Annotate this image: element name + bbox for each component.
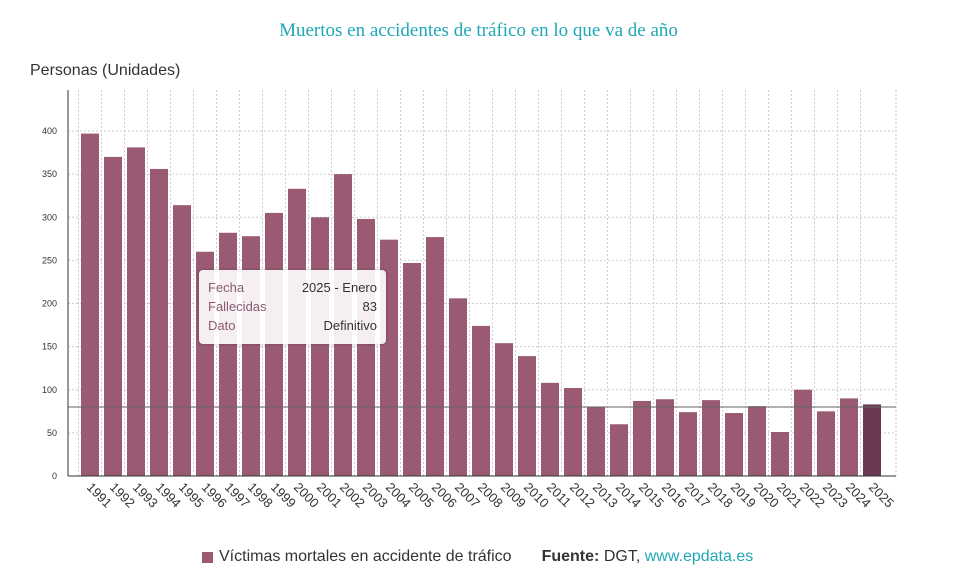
bar-1994	[150, 168, 168, 476]
bar-2001	[311, 217, 329, 476]
y-tick-label: 350	[42, 169, 57, 179]
x-tick-label: 2000	[291, 480, 322, 511]
y-tick-label: 0	[52, 471, 57, 481]
x-tick-label: 2015	[636, 480, 667, 511]
bar-2015	[633, 400, 651, 476]
bar-2018	[702, 400, 720, 476]
x-tick-label: 2004	[383, 480, 414, 511]
y-tick-label: 200	[42, 299, 57, 309]
bar-2007	[449, 298, 467, 476]
bar-1999	[265, 212, 283, 476]
x-tick-label: 2003	[360, 480, 391, 511]
bar-1993	[127, 147, 145, 476]
x-tick-label: 2018	[705, 480, 736, 511]
bar-2013	[587, 407, 605, 476]
x-tick-label: 1992	[107, 480, 138, 511]
y-tick-label: 50	[47, 428, 57, 438]
y-tick-label: 100	[42, 385, 57, 395]
legend-swatch	[202, 551, 213, 563]
bar-1995	[173, 205, 191, 477]
bar-2025	[863, 404, 881, 476]
x-tick-label: 2013	[590, 480, 621, 511]
x-tick-label: 2024	[843, 480, 874, 511]
x-tick-label: 1997	[222, 480, 253, 511]
x-tick-label: 1994	[153, 480, 184, 511]
x-tick-label: 2002	[337, 480, 368, 511]
bar-2003	[357, 218, 375, 476]
x-tick-label: 2022	[797, 480, 828, 511]
y-tick-label: 400	[42, 126, 57, 136]
x-tick-label: 1998	[245, 480, 276, 511]
y-axis-label: Personas (Unidades)	[30, 62, 181, 79]
x-tick-label: 1995	[176, 480, 207, 511]
x-tick-label: 2011	[544, 480, 574, 510]
bar-2009	[495, 343, 513, 476]
x-tick-label: 2005	[406, 480, 437, 511]
x-tick-label: 1991	[84, 480, 115, 511]
tooltip-row: Fecha 2025 - Enero	[208, 280, 377, 295]
x-tick-label: 2007	[452, 480, 483, 511]
bar-1991	[81, 133, 99, 476]
bar-2008	[472, 325, 490, 476]
legend: Víctimas mortales en accidente de tráfic…	[202, 548, 753, 566]
bar-2019	[725, 413, 743, 476]
bar-2006	[426, 237, 444, 476]
x-tick-label: 2010	[521, 480, 552, 511]
y-tick-label: 150	[42, 342, 57, 352]
x-tick-label: 2008	[475, 480, 506, 511]
bar-2022	[794, 389, 812, 476]
bar-2023	[817, 411, 835, 476]
x-tick-label: 2021	[774, 480, 805, 511]
x-tick-label: 1996	[199, 480, 230, 511]
y-tick-label: 250	[42, 255, 57, 265]
bar-2024	[840, 398, 858, 476]
x-tick-label: 2017	[682, 480, 713, 511]
x-tick-label: 1999	[268, 480, 299, 511]
bar-2012	[564, 388, 582, 476]
x-tick-label: 2009	[498, 480, 529, 511]
x-tick-label: 2023	[820, 480, 851, 511]
x-tick-label: 2025	[866, 480, 897, 511]
chart-title: Muertos en accidentes de tráfico en lo q…	[279, 20, 678, 41]
bar-2014	[610, 424, 628, 476]
x-tick-label: 2012	[567, 480, 598, 511]
bar-1992	[104, 156, 122, 476]
x-tick-label: 2001	[314, 480, 345, 511]
bar-2010	[518, 356, 536, 476]
x-tick-label: 2014	[613, 480, 644, 511]
x-tick-label: 2020	[751, 480, 782, 511]
x-tick-label: 2016	[659, 480, 690, 511]
bar-2021	[771, 432, 789, 476]
legend-label[interactable]: Víctimas mortales en accidente de tráfic…	[219, 548, 512, 565]
bar-2017	[679, 412, 697, 476]
tooltip-row: Dato Definitivo	[208, 318, 377, 333]
bar-2016	[656, 399, 674, 476]
bar-2011	[541, 382, 559, 476]
y-tick-label: 300	[42, 212, 57, 222]
bar-2005	[403, 262, 421, 476]
x-tick-label: 2006	[429, 480, 460, 511]
source: Fuente: DGT, www.epdata.es	[541, 548, 754, 565]
source-link[interactable]: www.epdata.es	[644, 548, 754, 565]
x-tick-label: 1993	[130, 480, 161, 511]
bar-2020	[748, 406, 766, 476]
x-tick-label: 2019	[728, 480, 759, 511]
tooltip: Fecha 2025 - Enero Fallecidas 83 Dato Defin…	[199, 270, 386, 344]
tooltip-row: Fallecidas 83	[208, 299, 377, 314]
